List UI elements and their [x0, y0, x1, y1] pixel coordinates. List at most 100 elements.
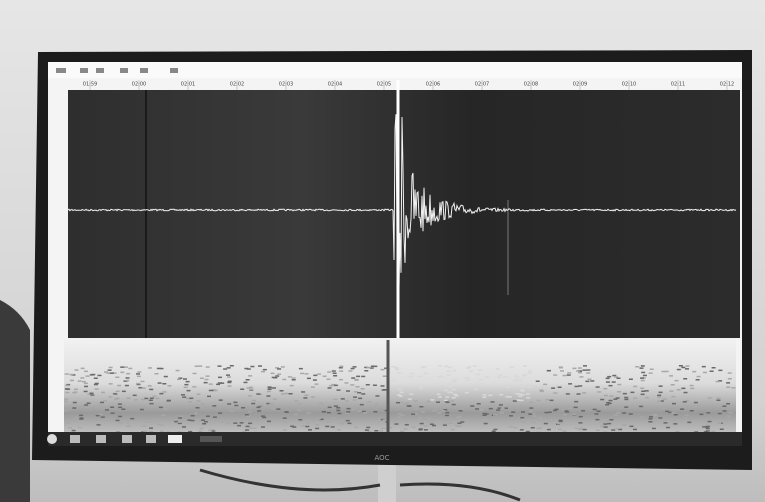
- noise-cell: [576, 393, 581, 395]
- noise-cell: [578, 415, 583, 418]
- noise-cell: [498, 374, 503, 377]
- noise-cell: [692, 406, 697, 409]
- noise-cell: [367, 431, 372, 433]
- noise-cell: [94, 388, 99, 390]
- noise-cell: [326, 421, 331, 424]
- noise-cell: [474, 383, 479, 385]
- noise-cell: [152, 395, 157, 398]
- noise-cell: [445, 396, 450, 398]
- noise-cell: [66, 383, 71, 386]
- noise-cell: [332, 417, 337, 419]
- noise-cell: [81, 380, 86, 383]
- noise-cell: [101, 391, 106, 394]
- noise-cell: [697, 404, 702, 407]
- noise-cell: [150, 421, 155, 424]
- trace-path: [67, 88, 737, 289]
- noise-cell: [436, 383, 441, 385]
- noise-cell: [125, 425, 130, 427]
- noise-cell: [695, 379, 700, 381]
- noise-cell: [159, 424, 164, 426]
- noise-cell: [640, 393, 645, 396]
- noise-cell: [95, 414, 100, 417]
- noise-cell: [381, 427, 386, 430]
- noise-cell: [475, 373, 480, 376]
- toolbar[interactable]: [48, 62, 742, 78]
- noise-cell: [297, 409, 302, 411]
- noise-cell: [284, 392, 289, 395]
- noise-cell: [521, 384, 525, 386]
- noise-cell: [144, 421, 149, 423]
- noise-cell: [639, 405, 644, 408]
- noise-cell: [673, 414, 678, 416]
- noise-cell: [699, 413, 704, 416]
- noise-cell: [198, 365, 203, 367]
- noise-cell: [74, 416, 79, 419]
- noise-cell: [430, 399, 435, 401]
- noise-cell: [72, 401, 77, 404]
- noise-cell: [199, 377, 204, 379]
- noise-cell: [157, 423, 162, 426]
- noise-cell: [247, 411, 252, 413]
- noise-cell: [520, 416, 525, 419]
- noise-cell: [113, 393, 118, 395]
- noise-cell: [447, 391, 452, 393]
- start-button[interactable]: [47, 434, 57, 444]
- noise-cell: [515, 376, 520, 378]
- noise-cell: [682, 401, 687, 403]
- noise-cell: [227, 403, 232, 405]
- noise-cell: [538, 417, 542, 419]
- noise-cell: [226, 367, 231, 369]
- noise-cell: [572, 367, 577, 370]
- noise-cell: [84, 385, 88, 388]
- noise-cell: [182, 396, 187, 398]
- noise-cell: [640, 377, 644, 379]
- noise-cell: [80, 367, 85, 370]
- noise-cell: [258, 365, 262, 367]
- noise-cell: [668, 411, 673, 414]
- noise-cell: [380, 385, 385, 387]
- noise-cell: [419, 406, 424, 408]
- noise-cell: [400, 430, 404, 432]
- noise-cell: [74, 369, 79, 371]
- noise-cell: [366, 366, 371, 369]
- noise-cell: [568, 407, 573, 410]
- noise-cell: [479, 382, 484, 385]
- noise-cell: [248, 386, 253, 389]
- noise-cell: [370, 365, 375, 367]
- noise-cell: [426, 419, 431, 422]
- noise-cell: [451, 403, 456, 406]
- noise-cell: [105, 409, 109, 411]
- noise-cell: [648, 372, 653, 374]
- noise-cell: [199, 427, 204, 430]
- noise-cell: [204, 378, 209, 381]
- noise-cell: [403, 428, 408, 430]
- noise-cell: [269, 402, 274, 405]
- noise-cell: [115, 397, 120, 400]
- noise-cell: [437, 412, 442, 414]
- noise-cell: [291, 377, 296, 379]
- time-label: 02:09: [573, 82, 587, 88]
- noise-cell: [611, 381, 616, 383]
- time-label: 02:01: [181, 82, 195, 88]
- noise-cell: [439, 375, 444, 378]
- noise-cell: [717, 412, 722, 415]
- noise-cell: [267, 420, 271, 423]
- noise-cell: [160, 430, 164, 433]
- noise-cell: [464, 391, 469, 394]
- noise-cell: [364, 366, 369, 369]
- noise-cell: [576, 370, 581, 372]
- noise-cell: [423, 425, 428, 427]
- time-label: 02:05: [377, 82, 391, 88]
- noise-cell: [681, 366, 686, 369]
- noise-cell: [467, 366, 472, 368]
- time-label: 02:07: [475, 82, 489, 88]
- noise-cell: [397, 372, 402, 374]
- noise-cell: [727, 407, 732, 409]
- noise-cell: [595, 406, 600, 408]
- noise-cell: [526, 397, 531, 399]
- noise-cell: [290, 425, 295, 427]
- noise-cell: [558, 367, 563, 369]
- noise-cell: [279, 390, 284, 392]
- time-label: 02:12: [720, 82, 734, 88]
- noise-cell: [312, 379, 317, 381]
